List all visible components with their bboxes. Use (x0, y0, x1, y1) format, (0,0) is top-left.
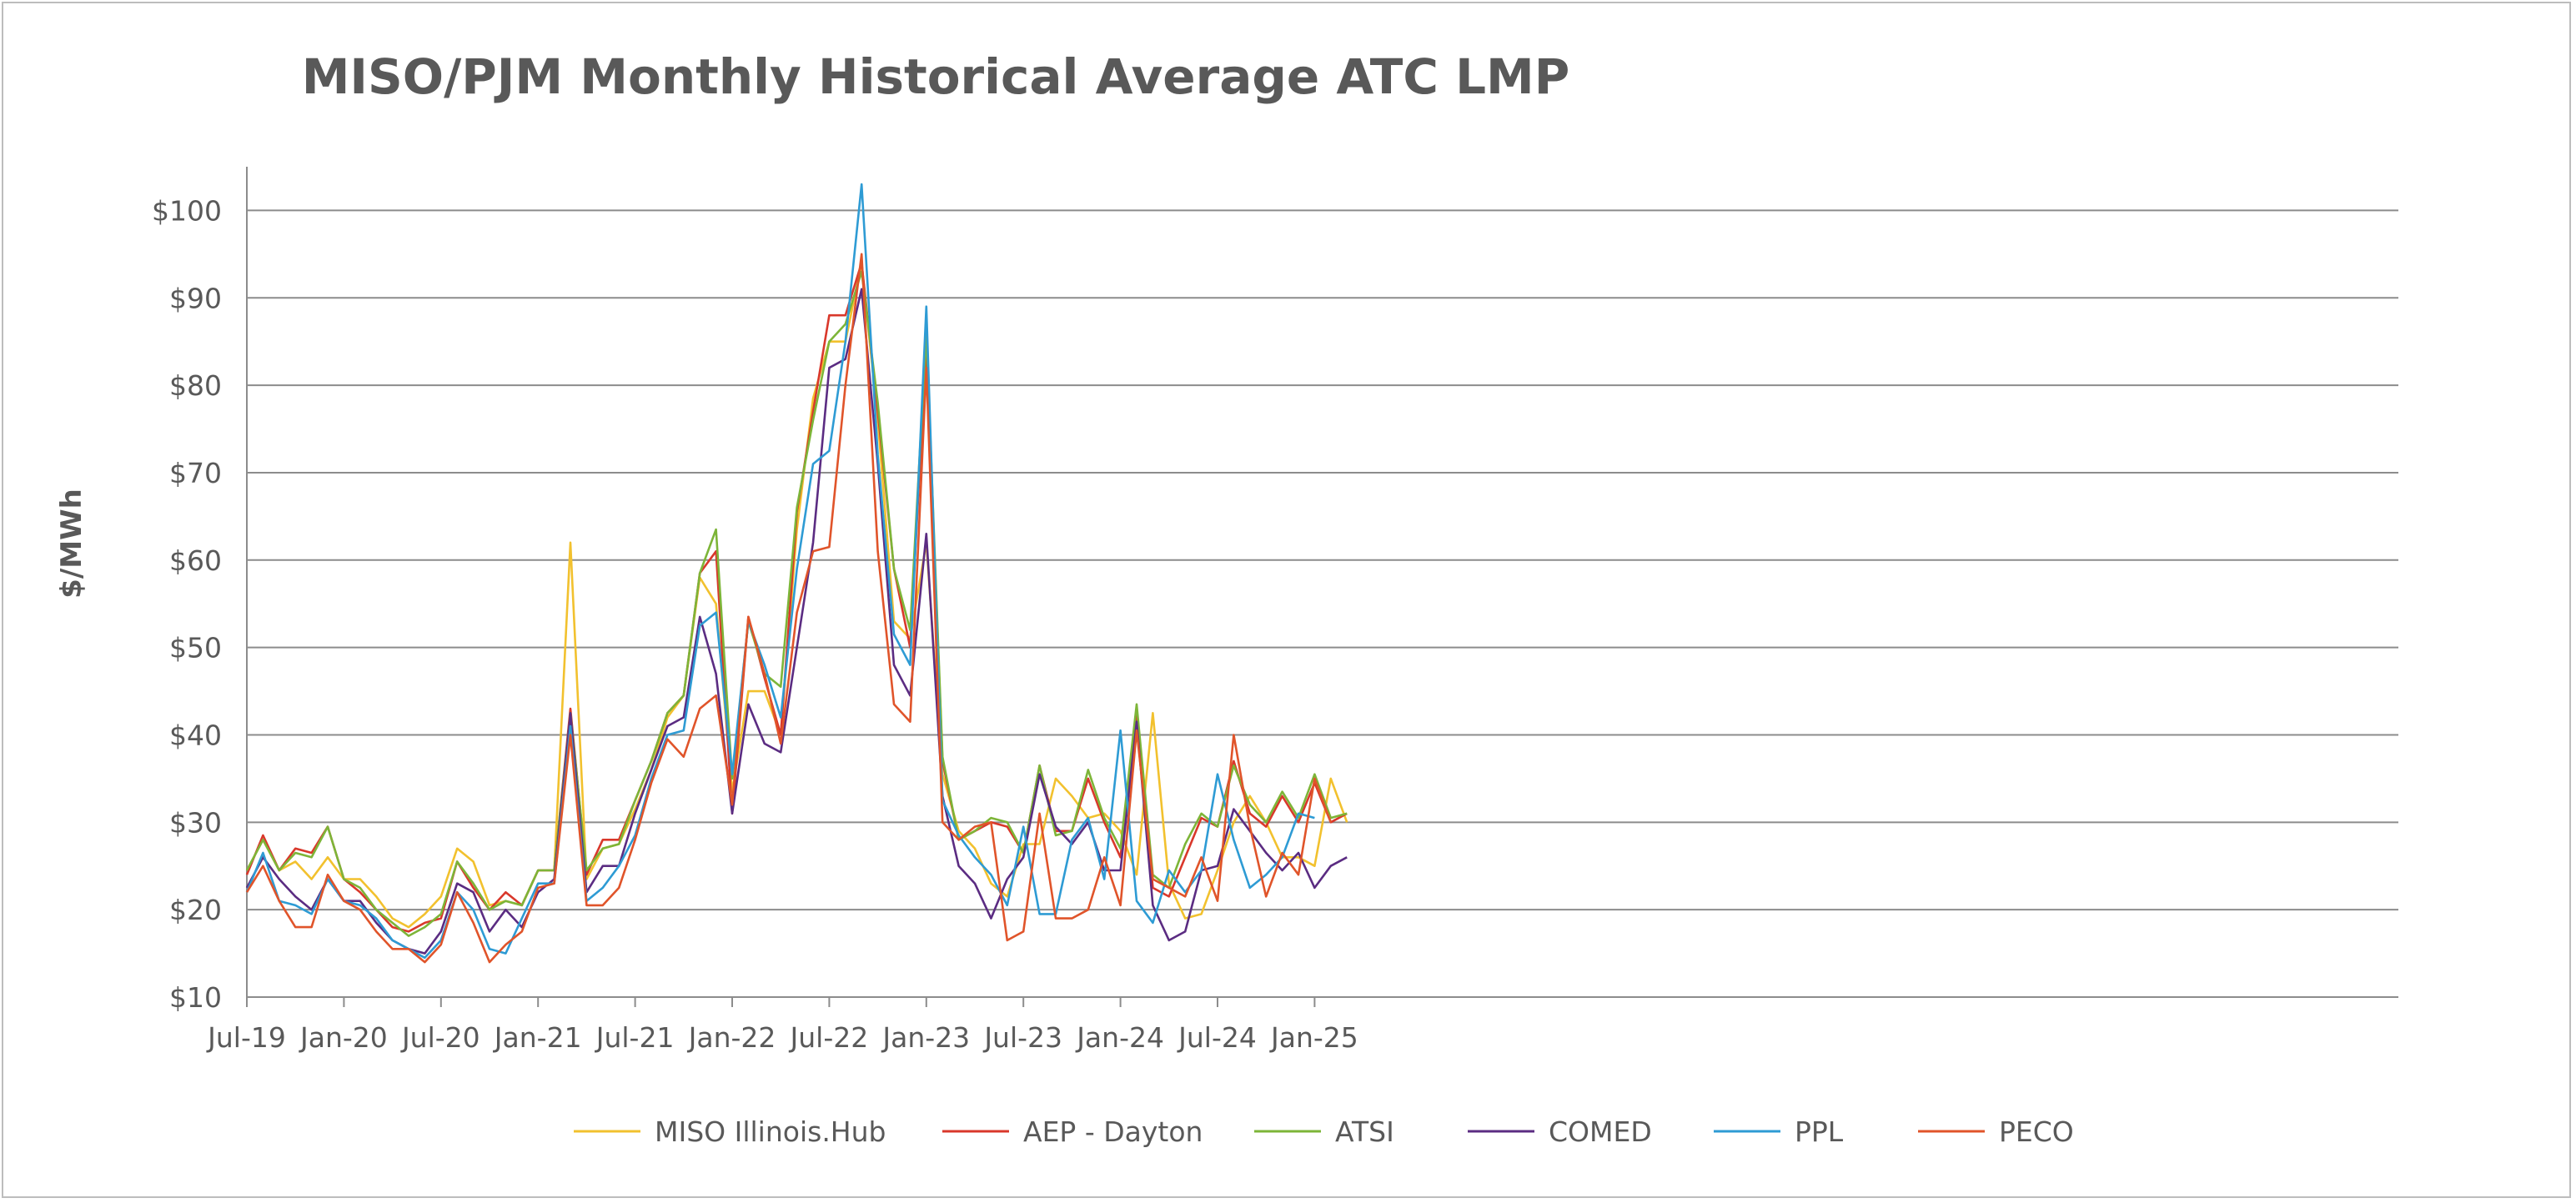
series-line-miso-illinois-hub (245, 261, 1348, 929)
x-tick-label: Jan-20 (299, 1021, 388, 1054)
x-tick-label: Jan-24 (1075, 1021, 1164, 1054)
y-tick-label: $100 (152, 194, 222, 227)
y-tick-label: $10 (169, 981, 222, 1014)
x-tick-label: Jul-19 (206, 1021, 286, 1054)
x-tick-label: Jul-22 (789, 1021, 869, 1054)
y-tick-label: $20 (169, 894, 222, 926)
legend-label: COMED (1549, 1115, 1652, 1148)
series-line-peco (245, 253, 1333, 964)
x-tick-label: Jul-24 (1177, 1021, 1257, 1054)
x-tick-label: Jan-23 (881, 1021, 970, 1054)
chart-title: MISO/PJM Monthly Historical Average ATC … (302, 48, 1570, 105)
series-line-aep-dayton (245, 261, 1348, 933)
y-tick-label: $30 (169, 806, 222, 839)
legend: MISO Illinois.Hub AEP - Dayton ATSI COMED PP… (574, 1115, 2074, 1148)
legend-label: ATSI (1335, 1115, 1394, 1148)
x-tick-label: Jan-25 (1269, 1021, 1358, 1054)
series-line-ppl (245, 183, 1315, 960)
y-tick-labels: $10 $20 $30 $40 $50 $60 $70 $80 $90 $100 (152, 194, 222, 1014)
gridlines (247, 209, 2398, 911)
x-tick-labels: Jul-19 Jan-20 Jul-20 Jan-21 Jul-21 Jan-22 Jul-… (206, 997, 1358, 1054)
series-line-atsi (245, 270, 1348, 937)
y-tick-label: $60 (169, 544, 222, 577)
y-tick-label: $70 (169, 457, 222, 489)
y-tick-label: $80 (169, 369, 222, 402)
y-tick-label: $90 (169, 282, 222, 314)
series-line-comed (245, 288, 1348, 955)
x-tick-label: Jan-21 (493, 1021, 582, 1054)
x-tick-label: Jul-20 (400, 1021, 480, 1054)
legend-label: MISO Illinois.Hub (655, 1115, 886, 1148)
x-tick-label: Jan-22 (687, 1021, 776, 1054)
legend-label: PPL (1795, 1115, 1844, 1148)
y-tick-label: $50 (169, 632, 222, 664)
y-tick-label: $40 (169, 719, 222, 751)
series-lines (245, 183, 1348, 964)
x-tick-label: Jul-23 (982, 1021, 1062, 1054)
axes (246, 167, 2398, 998)
legend-label: AEP - Dayton (1023, 1115, 1203, 1148)
legend-label: PECO (1999, 1115, 2074, 1148)
x-tick-label: Jul-21 (595, 1021, 675, 1054)
y-axis-label: $/MWh (55, 489, 88, 599)
